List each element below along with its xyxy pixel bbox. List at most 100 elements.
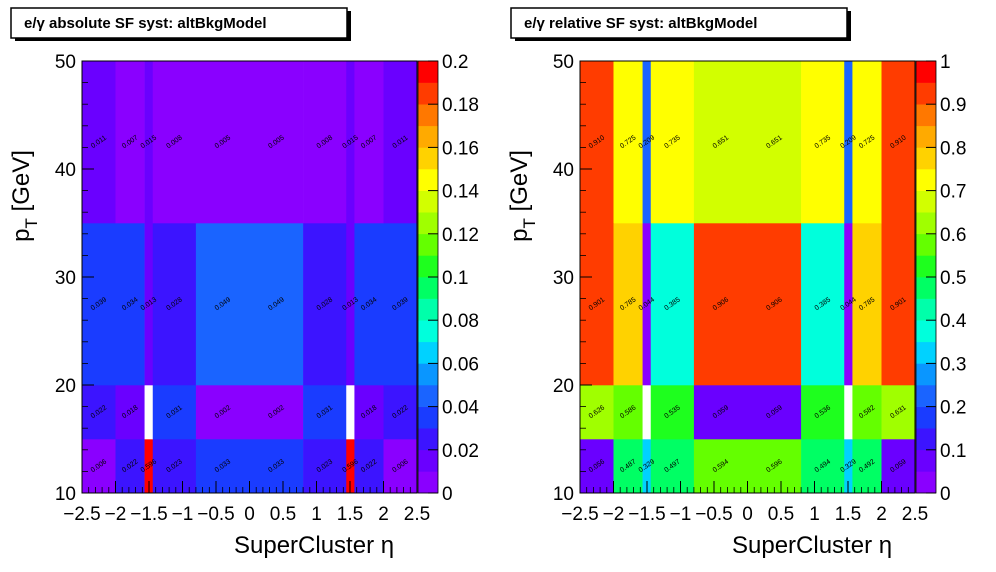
y-tick-label: 10 (553, 484, 574, 505)
color-scale-tick-label: 0.08 (442, 311, 479, 332)
color-scale-swatch (418, 125, 438, 148)
x-tick-label: 1.5 (337, 504, 363, 525)
color-scale-tick-label: 0.1 (940, 441, 966, 462)
x-tick-label: −1.5 (130, 504, 168, 525)
heatmap-cell (801, 61, 845, 224)
y-tick-label: 20 (55, 376, 76, 397)
heatmap-cell (346, 385, 355, 440)
color-scale-swatch (916, 104, 936, 127)
color-scale-swatch (418, 363, 438, 386)
heatmap-cell (195, 439, 250, 494)
heatmap-cell (249, 385, 304, 440)
heatmap-cell (115, 61, 145, 224)
color-scale-tick-label: 0.2 (940, 398, 966, 419)
heatmap-cell (152, 385, 197, 440)
y-axis-label-sub: T (520, 218, 539, 228)
heatmap-cell (115, 439, 145, 494)
heatmap-cell (881, 439, 916, 494)
heatmap-cell (115, 223, 145, 386)
heatmap-cell (383, 439, 418, 494)
heatmap-cell (881, 385, 916, 440)
heatmap-cell (844, 385, 853, 440)
color-scale-swatch (418, 233, 438, 256)
x-tick-label: 0 (742, 504, 753, 525)
x-tick-label: −2.5 (63, 504, 101, 525)
x-axis-label: SuperCluster η (732, 532, 892, 559)
heatmap-cell (195, 61, 250, 224)
heatmap-cell (650, 223, 695, 386)
color-scale-tick-label: 0.2 (442, 52, 468, 73)
color-scale-tick-label: 0 (442, 484, 453, 505)
y-tick-label: 10 (55, 484, 76, 505)
color-scale-tick-label: 0.8 (940, 138, 966, 159)
heatmap-cell (852, 61, 882, 224)
color-scale-swatch (418, 406, 438, 429)
color-scale-swatch (916, 61, 936, 83)
x-tick-label: 2.5 (902, 504, 928, 525)
heatmap-cell (642, 439, 652, 494)
y-tick-label: 50 (553, 52, 574, 73)
color-scale-swatch (916, 82, 936, 105)
y-tick-label: 20 (553, 376, 574, 397)
chart-title: e/γ relative SF syst: altBkgModel (524, 15, 757, 32)
color-scale-swatch (916, 212, 936, 235)
color-scale-swatch (916, 190, 936, 213)
x-tick-label: 1 (311, 504, 322, 525)
heatmap-cell (650, 385, 695, 440)
x-tick-label: −2 (603, 504, 625, 525)
heatmap-cell (82, 385, 116, 440)
heatmap-cell (650, 439, 695, 494)
heatmap-cell (383, 385, 418, 440)
heatmap-cells (580, 61, 916, 494)
x-tick-label: −1.5 (628, 504, 666, 525)
color-scale-swatch (916, 255, 936, 278)
chart-title-box: e/γ absolute SF syst: altBkgModel (10, 7, 351, 41)
heatmap-cell (693, 61, 748, 224)
color-scale-tick-label: 0.14 (442, 182, 479, 203)
heatmap-cell (82, 61, 116, 224)
heatmap-cell (844, 439, 853, 494)
color-scale-swatch (418, 169, 438, 191)
x-tick-label: −0.5 (695, 504, 733, 525)
x-axis-label: SuperCluster η (234, 532, 394, 559)
x-tick-label: 2.5 (404, 504, 430, 525)
color-scale-tick-label: 0 (940, 484, 951, 505)
heatmap-cell (354, 223, 384, 386)
heatmap-cell (354, 439, 384, 494)
y-axis-label: pT [GeV] (506, 150, 539, 242)
y-tick-label: 40 (55, 160, 76, 181)
chart-title: e/γ absolute SF syst: altBkgModel (24, 15, 267, 32)
x-tick-label: 0.5 (270, 504, 296, 525)
heatmap-cell (303, 439, 347, 494)
color-scale-swatch (916, 125, 936, 148)
y-tick-label: 50 (55, 52, 76, 73)
color-scale-swatch (916, 385, 936, 407)
color-scale-swatch (418, 277, 438, 299)
heatmap-cell (613, 439, 643, 494)
color-scale-swatch (418, 471, 438, 494)
color-scale-swatch (916, 449, 936, 472)
heatmap-cell (249, 61, 304, 224)
heatmap-cell (693, 385, 748, 440)
color-scale-swatch (418, 82, 438, 105)
y-axis: 10 20 30 40 50 (55, 52, 94, 505)
color-scale: 0 0.02 0.04 0.06 0.08 0.1 0.12 0.14 0.16 0.18 0.2 (417, 52, 479, 505)
color-scale-tick-label: 0.4 (940, 311, 967, 332)
color-scale-swatch (916, 233, 936, 256)
heatmap-cells (82, 61, 418, 494)
heatmap-cell (844, 223, 853, 386)
heatmap-cell (881, 61, 916, 224)
heatmap-cell (642, 385, 652, 440)
y-axis: 10 20 30 40 50 (553, 52, 592, 505)
color-scale-swatch (418, 449, 438, 472)
color-scale-tick-label: 0.9 (940, 95, 966, 116)
color-scale-swatch (916, 320, 936, 343)
x-axis: −2.5 −2 −1.5 −1 −0.5 0 0.5 1 1.5 2 2.5 (63, 481, 430, 525)
chart-title-box: e/γ relative SF syst: altBkgModel (510, 7, 851, 41)
heatmap-cell (249, 439, 304, 494)
color-scale-tick-label: 1 (940, 52, 951, 73)
color-scale-swatch (418, 341, 438, 364)
heatmap-cell (747, 61, 802, 224)
heatmap-cell (613, 223, 643, 386)
